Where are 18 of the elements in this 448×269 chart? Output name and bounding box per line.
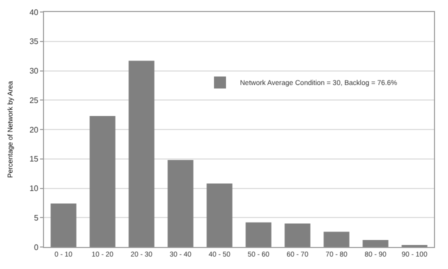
bar	[324, 232, 350, 247]
bar	[362, 240, 388, 247]
y-tick-label: 10	[29, 184, 39, 194]
y-tick-label: 20	[29, 125, 39, 134]
y-tick-label: 30	[29, 66, 39, 76]
bar	[246, 222, 272, 247]
y-tick-label: 40	[29, 8, 39, 17]
bar	[284, 224, 310, 247]
y-tick-label: 25	[29, 96, 39, 105]
y-tick-label: 0	[34, 242, 39, 252]
bar	[90, 116, 116, 247]
bar	[50, 204, 76, 247]
y-tick-label: 35	[29, 37, 39, 46]
bar	[128, 60, 154, 247]
y-tick-label: 15	[29, 154, 39, 164]
bar	[206, 184, 232, 247]
y-tick-label: 5	[34, 213, 39, 222]
bar	[168, 160, 194, 247]
